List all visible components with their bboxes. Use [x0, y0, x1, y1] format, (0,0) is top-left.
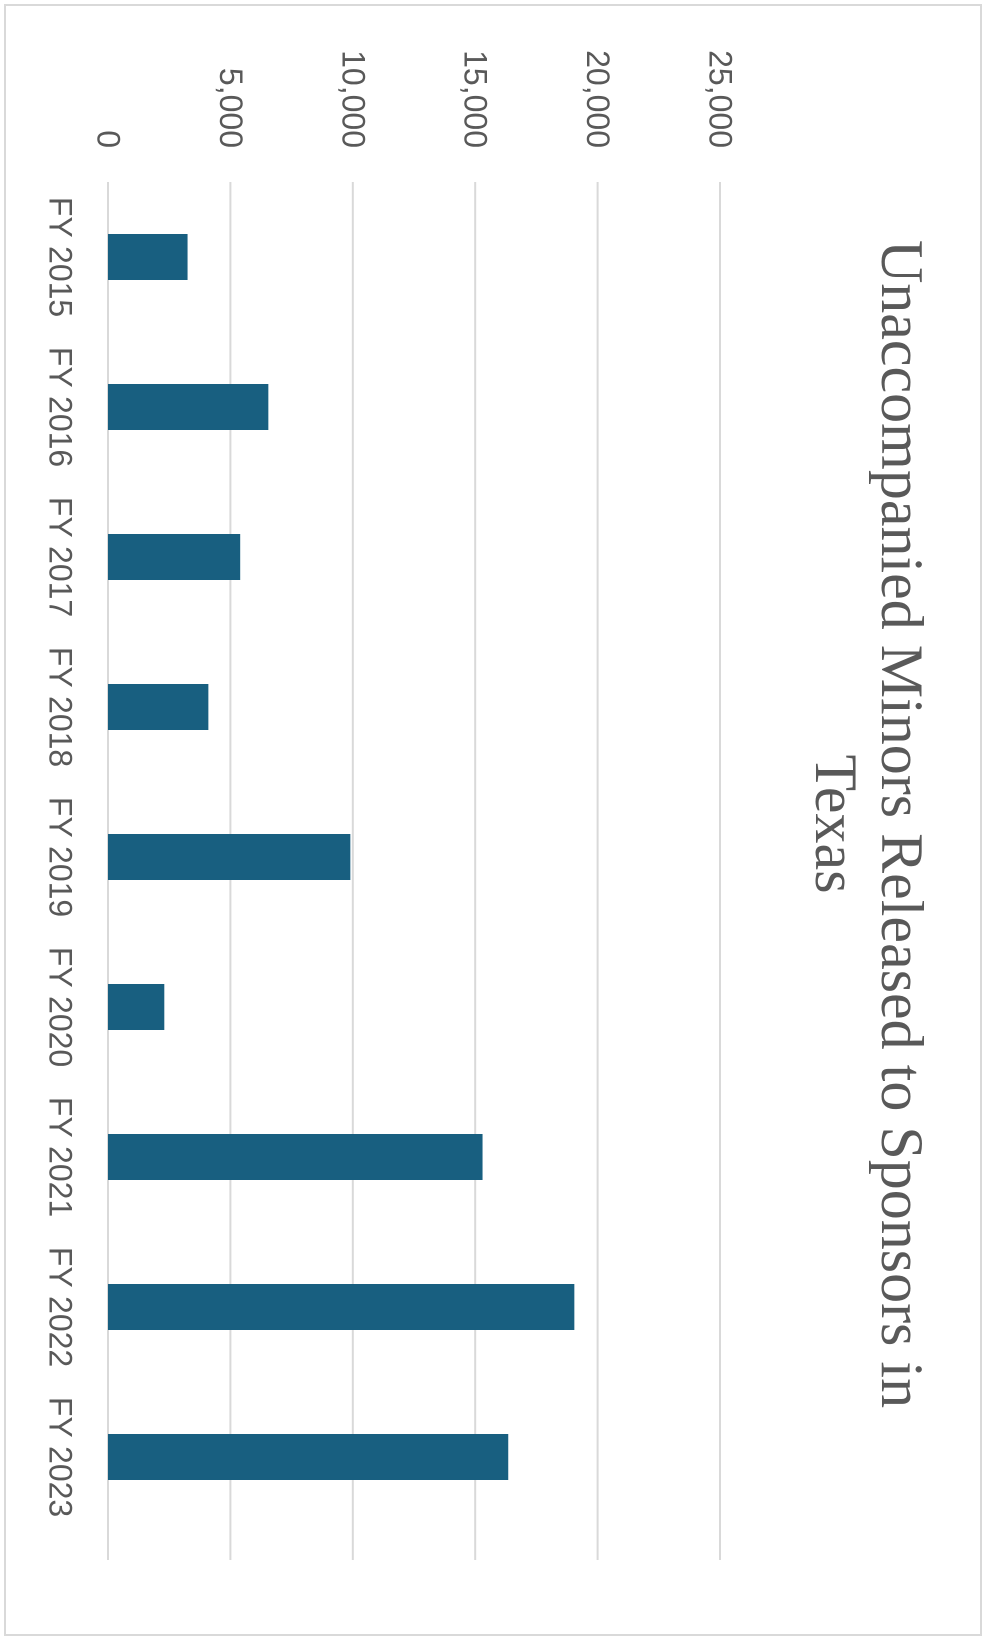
bar	[108, 1134, 483, 1180]
chart-title-line-2: Texas	[803, 754, 869, 893]
value-axis-tick-labels: 0 5,000 10,000 15,000 20,000 25,000	[91, 50, 739, 148]
value-tick-label: 20,000	[580, 50, 616, 148]
bar	[108, 834, 351, 880]
category-tick-label: FY 2016	[43, 347, 79, 467]
value-tick-label: 15,000	[458, 50, 494, 148]
category-axis-tick-labels: FY 2015 FY 2016 FY 2017 FY 2018 FY 2019 FY 20…	[43, 197, 79, 1517]
value-tick-label: 5,000	[213, 68, 249, 148]
bar	[108, 1434, 509, 1480]
category-tick-label: FY 2015	[43, 197, 79, 317]
value-tick-label: 25,000	[703, 50, 739, 148]
bar	[108, 384, 269, 430]
chart-frame: 0 5,000 10,000 15,000 20,000 25,000 FY 2015 FY…	[4, 4, 982, 1636]
category-tick-label: FY 2020	[43, 947, 79, 1067]
category-tick-label: FY 2023	[43, 1397, 79, 1517]
bar	[108, 1284, 575, 1330]
category-tick-label: FY 2019	[43, 797, 79, 917]
category-tick-label: FY 2018	[43, 647, 79, 767]
bar	[108, 234, 188, 280]
chart-title: Unaccompanied Minors Released to Sponsor…	[803, 240, 935, 1408]
category-tick-label: FY 2017	[43, 497, 79, 617]
category-tick-label: FY 2022	[43, 1247, 79, 1367]
value-tick-label: 0	[91, 130, 127, 148]
bar	[108, 534, 241, 580]
chart-title-line-1: Unaccompanied Minors Released to Sponsor…	[869, 240, 935, 1408]
bar	[108, 984, 165, 1030]
bar	[108, 684, 209, 730]
bars	[108, 234, 575, 1480]
bar-chart: 0 5,000 10,000 15,000 20,000 25,000 FY 2015FY…	[43, 50, 935, 1560]
value-tick-label: 10,000	[335, 50, 371, 148]
category-tick-label: FY 2021	[43, 1097, 79, 1217]
